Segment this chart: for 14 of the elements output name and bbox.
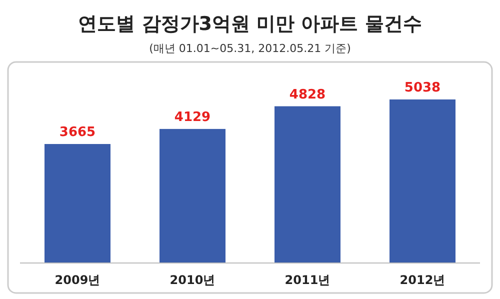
chart-subtitle: (매년 01.01~05.31, 2012.05.21 기준) [149,42,351,55]
data-label: 4129 [174,110,211,125]
bar [44,144,110,263]
data-label: 3665 [59,125,96,140]
x-tick-label: 2009년 [54,273,100,287]
data-label: 4828 [289,87,326,102]
x-tick-label: 2011년 [284,273,330,287]
bar [390,99,456,263]
x-tick-label: 2012년 [400,273,446,287]
bar [274,106,340,263]
bar [160,128,226,263]
data-label: 5038 [404,80,441,96]
x-tick-label: 2010년 [170,273,216,287]
chart-title: 연도별 감정가3억원 미만 아파트 물건수 [78,13,422,35]
